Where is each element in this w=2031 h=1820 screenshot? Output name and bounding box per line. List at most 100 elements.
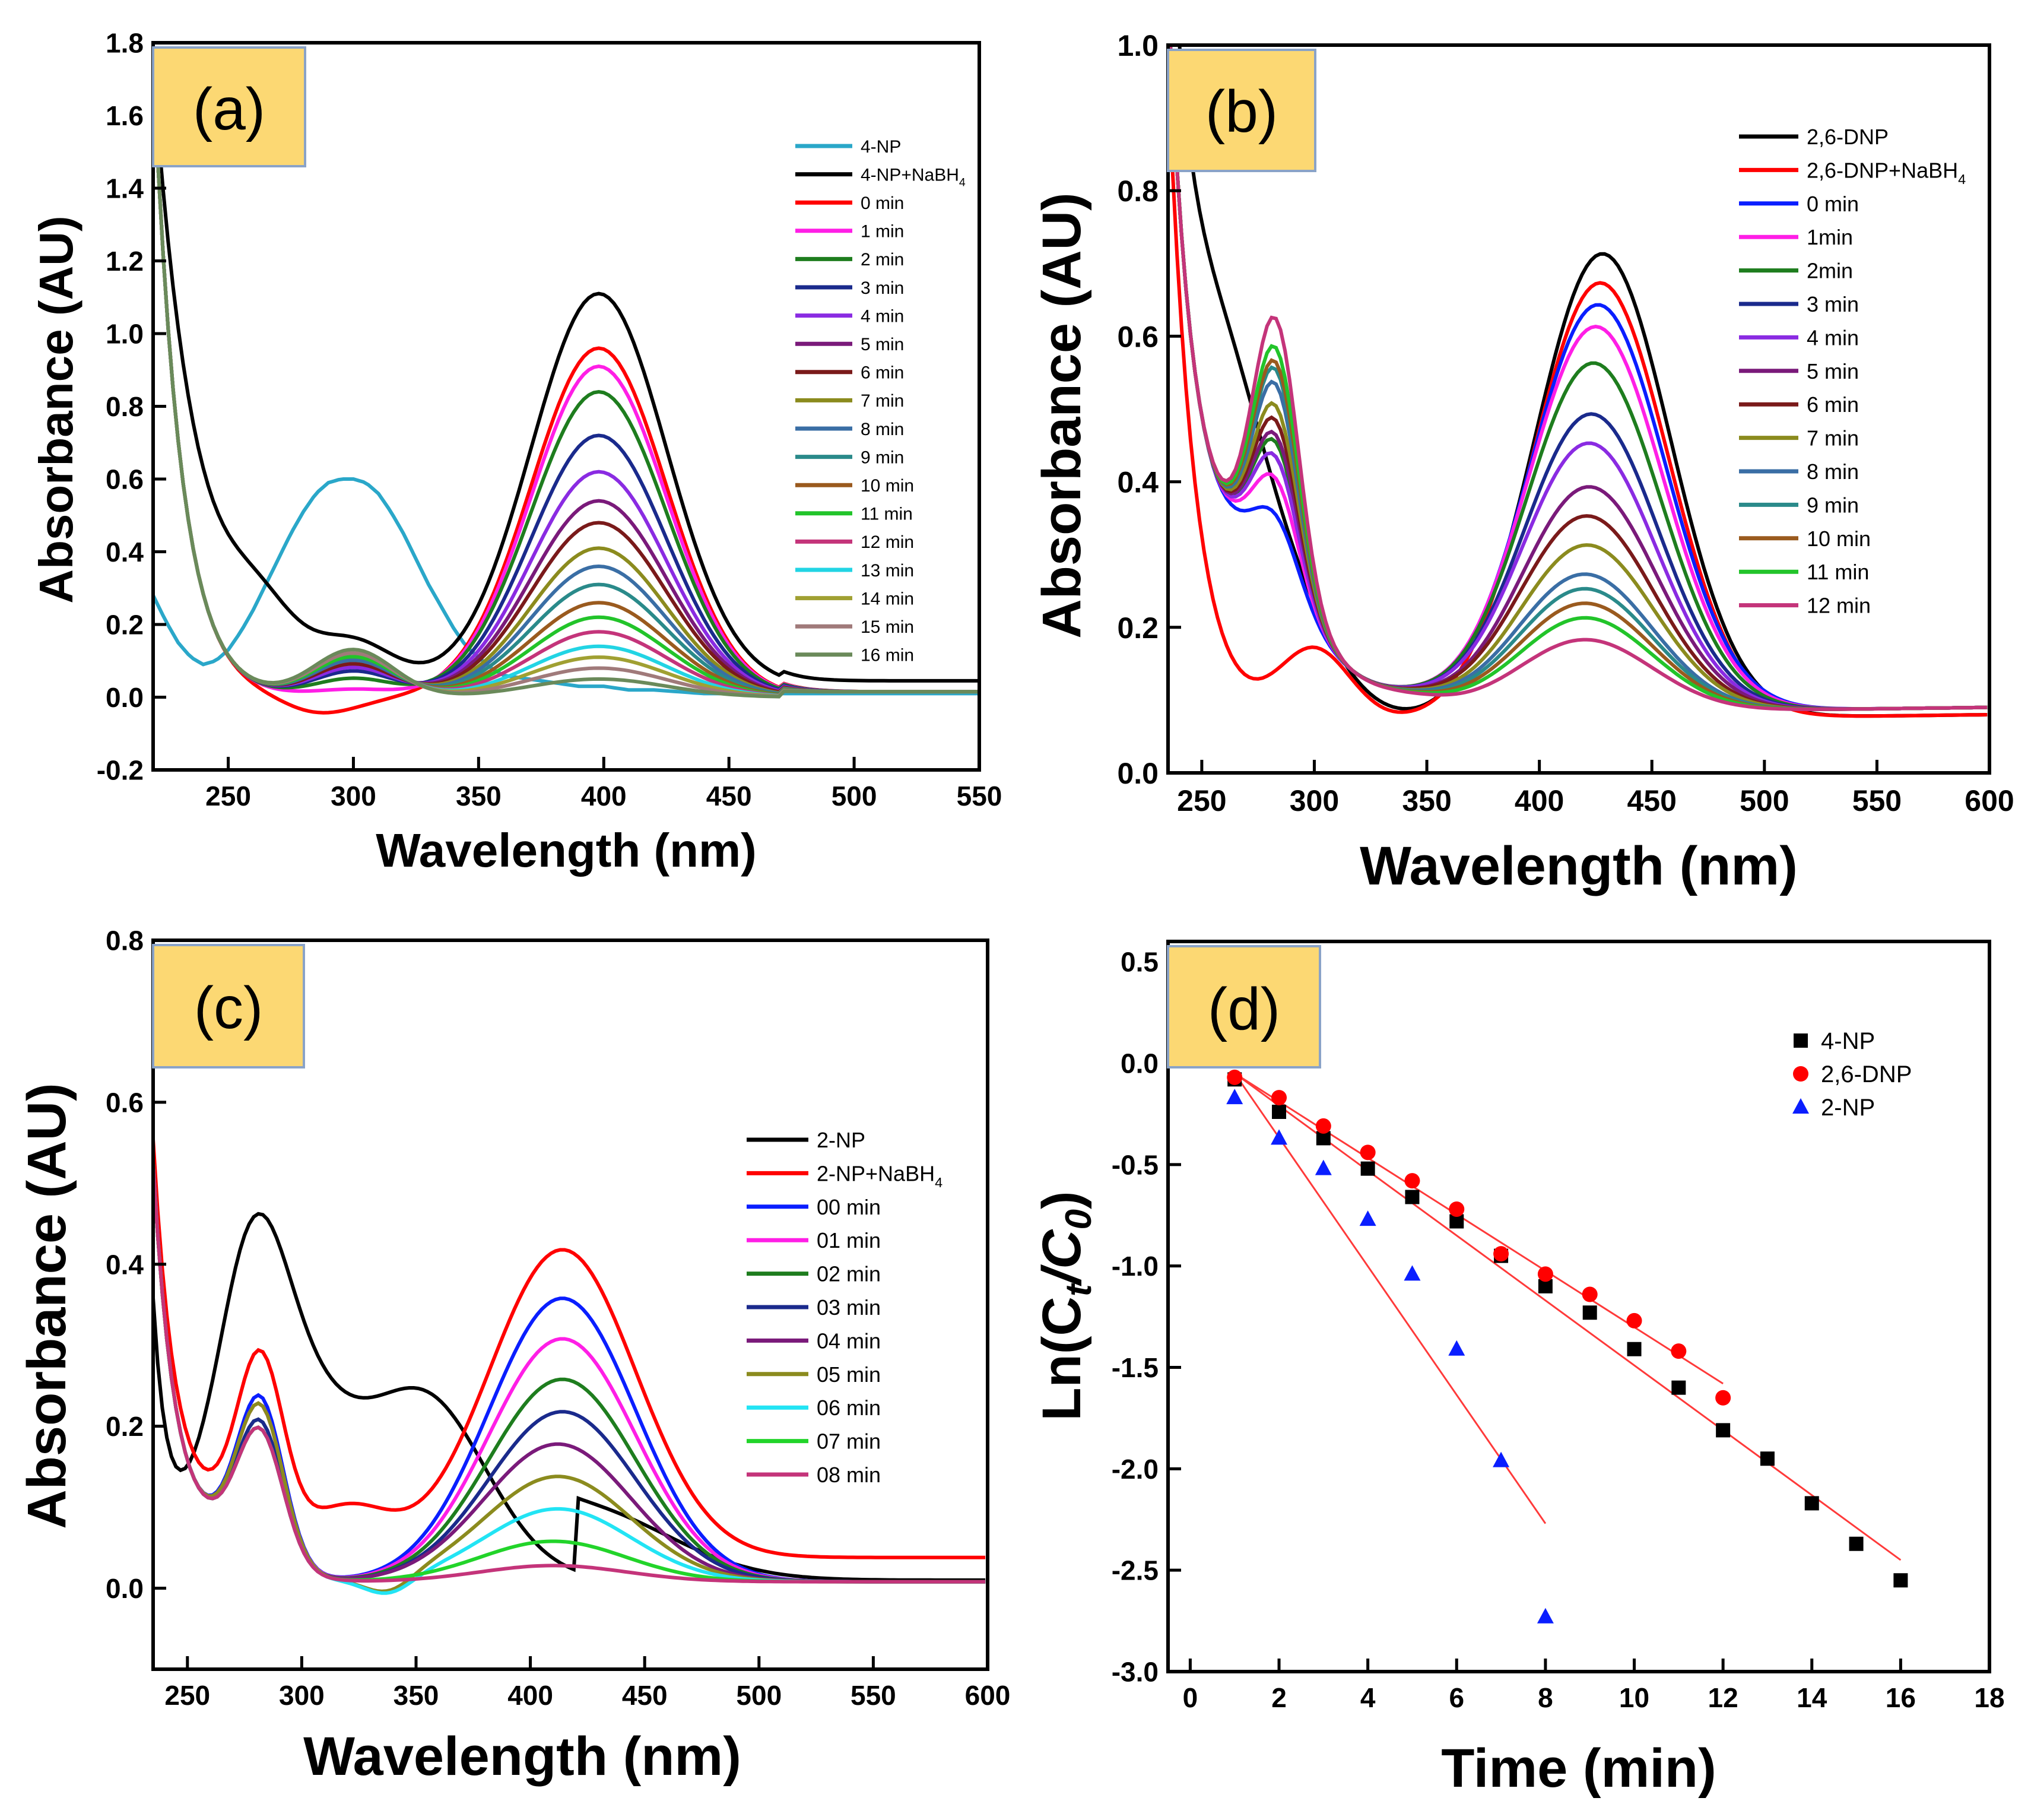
panel-b-legend-entry-9: 7 min (1807, 426, 1859, 451)
panel-b-legend-entry-11: 9 min (1807, 493, 1859, 517)
panel-b-x-tick-label-6: 550 (1852, 784, 1902, 817)
panel-b-legend-entry-1: 2,6-DNP+NaBH4 (1807, 158, 1966, 187)
panel-a-y-tick-label-5: 0.8 (106, 391, 144, 422)
panel-a-y-tick-label-3: 0.4 (106, 537, 144, 567)
panel-d-point-0-13 (1804, 1496, 1819, 1511)
panel-b-chart: 250 300 350 400 450 500 550 600 0.0 0.2 0.4 0.6 0.8 1… (1032, 29, 2014, 896)
panel-c-x-tick-label-3: 400 (507, 1680, 553, 1711)
panel-d-y-tick-label-5: -0.5 (1112, 1149, 1159, 1180)
panel-d-legend-entry-0: 4-NP (1821, 1028, 1875, 1054)
panel-b-curves (1168, 45, 1988, 718)
panel-b-y-tick-label-1: 0.2 (1117, 611, 1159, 645)
panel-c-legend-entry-7: 05 min (817, 1362, 881, 1387)
panel-d-point-0-14 (1849, 1536, 1864, 1551)
panel-b-plot-frame (1166, 43, 1991, 775)
panel-a-legend-entry-15: 13 min (861, 561, 914, 581)
panel-d-y-axis-title-sub-0: 0 (1058, 1209, 1099, 1229)
panel-b-legend-entry-2: 0 min (1807, 192, 1859, 216)
panel-b-legend-entry-13: 11 min (1807, 560, 1869, 584)
panel-d-fit-line-0 (1234, 1072, 1902, 1561)
panel-c-plot-frame (151, 938, 989, 1671)
panel-d-x-tick-label-6: 12 (1708, 1682, 1738, 1713)
panel-d-point-0-1 (1272, 1105, 1287, 1119)
panel-d-x-tick-label-3: 6 (1449, 1682, 1464, 1713)
panel-d-point-2-1 (1271, 1129, 1288, 1145)
panel-a-legend-entry-14: 12 min (861, 532, 914, 552)
panel-d-point-2-7 (1537, 1607, 1554, 1624)
panel-c-series-line-1 (153, 1139, 986, 1559)
panel-a-legend-entry-9: 7 min (861, 391, 904, 411)
panel-a-x-tick-label-6: 550 (957, 781, 1002, 811)
panel-d-y-tick-label-4: -1.0 (1112, 1251, 1159, 1282)
panel-b-x-axis-title: Wavelength (nm) (1360, 836, 1798, 896)
panel-d-point-0-15 (1893, 1573, 1908, 1588)
panel-a-x-tick-label-1: 300 (331, 781, 376, 811)
panel-b-legend-entry-10: 8 min (1807, 459, 1859, 484)
panel-b-legend-entry-4: 2min (1807, 259, 1853, 283)
panel-b-y-tick-label-5: 1.0 (1117, 29, 1159, 62)
panel-b-legend-entry-3: 1min (1807, 225, 1853, 249)
panel-d-x-tick-label-4: 8 (1538, 1682, 1553, 1713)
panel-d-point-0-10 (1671, 1380, 1686, 1395)
panel-a-legend-entry-3: 1 min (861, 222, 904, 242)
panel-d-x-axis-title: Time (min) (1441, 1738, 1716, 1799)
panel-d-point-1-10 (1671, 1343, 1687, 1359)
panel-d-label: (d) (1208, 976, 1280, 1042)
panel-d-y-tick-label-6: 0.0 (1121, 1048, 1159, 1079)
panel-a-x-tick-label-3: 400 (581, 781, 627, 811)
panel-a-chart: 250 300 350 400 450 500 550 -0.2 0.0 0.2 0.4 0.6 0.8… (30, 28, 1002, 877)
panel-a-legend-entry-12: 10 min (861, 476, 914, 496)
panel-a-legend-entry-7: 5 min (861, 335, 904, 354)
panel-c-x-tick-label-4: 450 (622, 1680, 668, 1711)
panel-d-point-2-4 (1404, 1265, 1421, 1281)
panel-c-curves (153, 1139, 986, 1595)
panel-c-legend-entry-3: 01 min (817, 1228, 881, 1253)
panel-b-ticks: 250 300 350 400 450 500 550 600 0.0 0.2 0.4 0.6 0.8 1… (1117, 29, 2014, 817)
panel-c-x-tick-label-5: 500 (736, 1680, 782, 1711)
panel-b-x-tick-label-1: 300 (1290, 784, 1339, 817)
panel-d-x-tick-label-1: 2 (1271, 1682, 1287, 1713)
panel-d-point-1-0 (1227, 1069, 1243, 1085)
panel-d-y-axis-title: Ln(Ct/C0) (1032, 1191, 1099, 1421)
panel-a-legend-entry-0: 4-NP (861, 137, 901, 157)
panel-c-x-tick-label-1: 300 (279, 1680, 325, 1711)
panel-d-point-1-5 (1449, 1201, 1465, 1217)
panel-b-legend-entry-8: 6 min (1807, 392, 1859, 417)
panel-b-series-line-14 (1168, 45, 1988, 711)
panel-a-legend-entry-13: 11 min (861, 505, 913, 524)
panel-d-point-0-3 (1360, 1161, 1375, 1176)
panel-a-legend-entry-17: 15 min (861, 617, 914, 637)
panel-d-point-0-4 (1405, 1190, 1420, 1204)
panel-c-legend-entry-2: 00 min (817, 1195, 881, 1219)
panel-a-legend-entry-4: 2 min (861, 250, 904, 269)
panel-d-y-axis-title-end: ) (1032, 1191, 1092, 1209)
panel-a-y-axis-title: Absorbance (AU) (30, 215, 82, 603)
panel-d-y-tick-label-0: -3.0 (1112, 1657, 1159, 1688)
panel-d-point-1-6 (1493, 1246, 1509, 1262)
panel-c-y-axis-title: Absorbance (AU) (17, 1083, 77, 1529)
panel-d-point-0-8 (1582, 1305, 1597, 1320)
panel-d-point-1-7 (1537, 1266, 1553, 1282)
panel-b-x-tick-label-5: 500 (1740, 784, 1789, 817)
panel-d-point-2-6 (1493, 1451, 1510, 1467)
panel-a-legend-entry-11: 9 min (861, 448, 904, 467)
panel-c-legend-entry-5: 03 min (817, 1295, 881, 1320)
panel-c-legend-entry-0: 2-NP (817, 1128, 865, 1152)
panel-d-legend: 4-NP 2,6-DNP 2-NP (1792, 1028, 1912, 1121)
panel-a-y-tick-label-2: 0.2 (106, 610, 144, 641)
panel-d-chart: 0 2 4 6 8 10 12 14 16 18 -3.0 -2.5 -2.0 -1.5 -1.0 -0.5 0… (1032, 940, 2005, 1799)
panel-c-x-tick-label-6: 550 (851, 1680, 896, 1711)
panel-a-legend-entry-5: 3 min (861, 278, 904, 298)
panel-c-legend-entry-6: 04 min (817, 1328, 881, 1353)
panel-c-ticks: 250 300 350 400 450 500 550 600 0.0 0.2 0.4 0.6 0.8 (106, 925, 1010, 1711)
panel-a-y-tick-label-9: 1.6 (106, 100, 144, 131)
panel-a-legend-entry-6: 4 min (861, 306, 904, 326)
panel-b-x-tick-label-4: 450 (1627, 784, 1677, 817)
panel-d-point-1-9 (1626, 1312, 1642, 1328)
panel-d-point-1-2 (1315, 1118, 1331, 1134)
panel-d-point-2-2 (1315, 1159, 1332, 1175)
panel-b-label: (b) (1205, 78, 1278, 145)
panel-c-y-tick-label-2: 0.4 (106, 1249, 144, 1280)
panel-b-x-tick-label-3: 400 (1515, 784, 1564, 817)
